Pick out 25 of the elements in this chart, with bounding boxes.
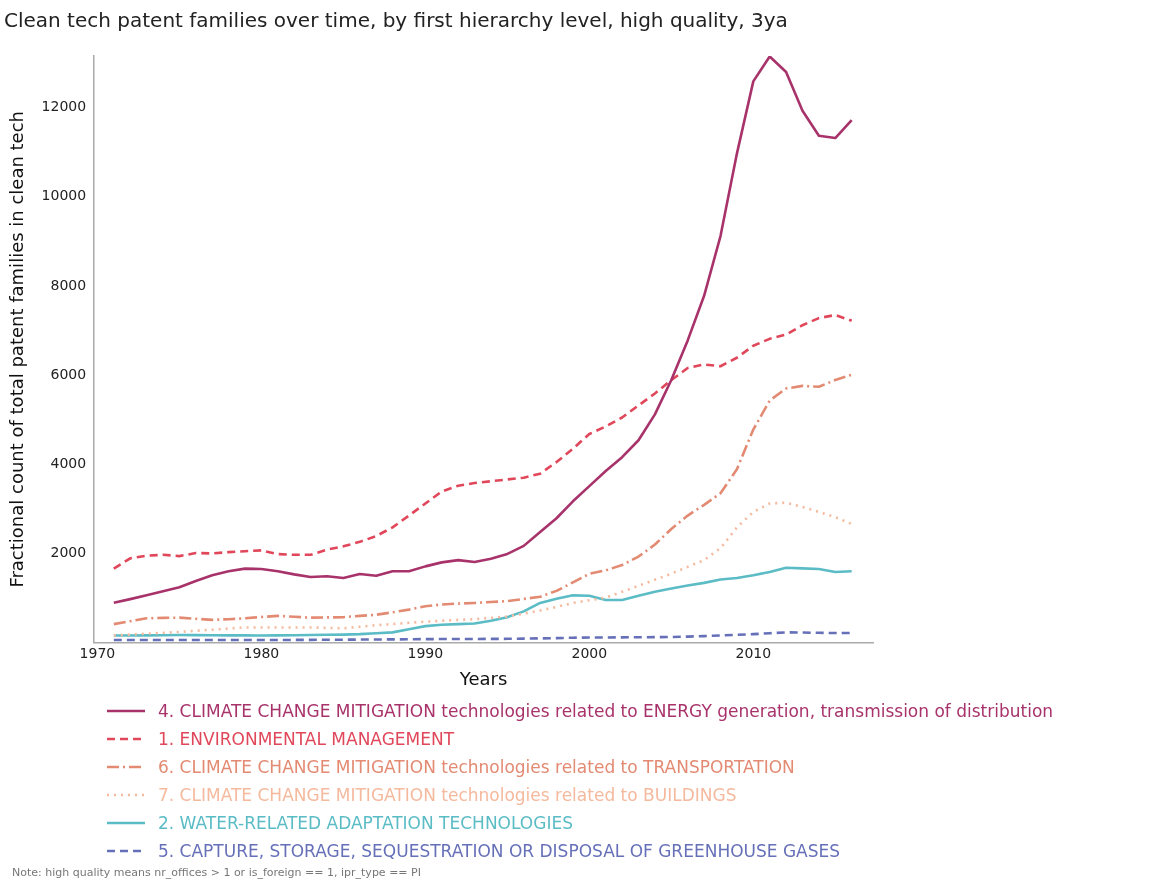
x-tick-label: 2010 bbox=[735, 644, 772, 661]
y-tick-label: 6000 bbox=[50, 365, 87, 382]
x-tick-label: 2000 bbox=[571, 644, 608, 661]
x-tick-label: 1980 bbox=[243, 644, 280, 661]
line-series bbox=[112, 501, 853, 637]
y-tick-label: 8000 bbox=[50, 276, 87, 293]
legend-label: 4. CLIMATE CHANGE MITIGATION technologies related to ENERGY generation, transmission of distribution bbox=[158, 701, 1054, 721]
legend-label: 5. CAPTURE, STORAGE, SEQUESTRATION OR DISPOSAL OF GREENHOUSE GASES bbox=[158, 841, 841, 861]
x-tick-label: 1990 bbox=[407, 644, 444, 661]
y-tick-label: 10000 bbox=[41, 187, 87, 204]
y-tick-label: 2000 bbox=[50, 544, 87, 561]
line-series bbox=[112, 373, 853, 626]
y-tick-label: 4000 bbox=[50, 454, 87, 471]
x-tick-label: 1970 bbox=[79, 644, 116, 661]
line-series bbox=[112, 631, 853, 642]
line-series bbox=[112, 313, 853, 570]
legend-label: 7. CLIMATE CHANGE MITIGATION technologies related to BUILDINGS bbox=[158, 785, 737, 805]
y-axis-title: Fractional count of total patent families in clean tech bbox=[6, 110, 28, 588]
legend-label: 2. WATER-RELATED ADAPTATION TECHNOLOGIES bbox=[158, 813, 573, 833]
legend-label: 1. ENVIRONMENTAL MANAGEMENT bbox=[158, 729, 455, 749]
x-axis-title: Years bbox=[458, 667, 508, 689]
legend-label: 6. CLIMATE CHANGE MITIGATION technologies related to TRANSPORTATION bbox=[158, 757, 795, 777]
text: Note: high quality means nr_offices > 1 or is_foreign == 1, ipr_type == PI bbox=[12, 866, 421, 879]
y-tick-label: 12000 bbox=[41, 98, 87, 115]
chart-title: Clean tech patent families over time, by first hierarchy level, high quality, 3ya bbox=[4, 8, 788, 33]
